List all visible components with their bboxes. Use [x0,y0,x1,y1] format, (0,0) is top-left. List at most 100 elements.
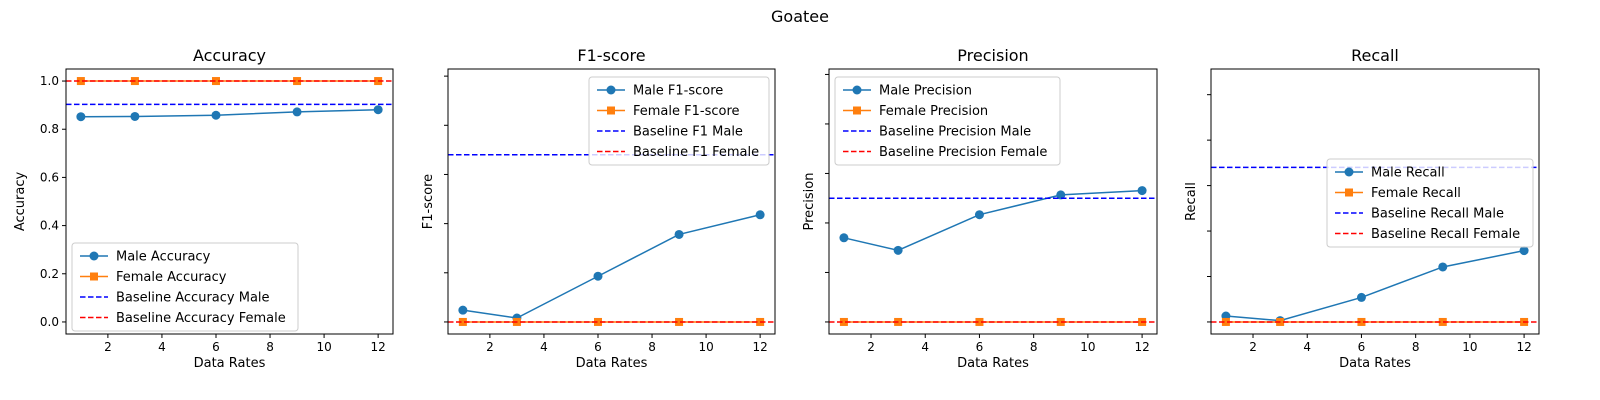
legend-box [71,242,299,332]
legend: Male F1-score Female F1-score Baseline F1 … [588,76,770,166]
data-point [76,112,86,122]
series-male [1221,246,1529,326]
axes-frame [65,68,394,335]
legend-marker [606,85,616,95]
data-point [675,317,684,326]
data-point [674,229,684,239]
x-axis-label: Data Rates [1339,356,1411,371]
legend-item: Baseline F1 Female [597,145,759,160]
x-tick-label: 8 [1030,340,1038,354]
legend-item: Baseline Recall Female [1335,227,1520,242]
legend: Male Accuracy Female Accuracy Baseline Acc… [71,242,299,332]
legend-box [834,76,1061,166]
data-point [974,210,984,220]
data-point [1519,246,1529,256]
x-tick-label: 8 [266,340,274,354]
legend-item: Baseline Precision Female [843,145,1047,160]
data-point [76,77,85,86]
data-point [1137,186,1147,196]
legend-label: Baseline Accuracy Male [116,291,270,306]
legend-label: Male Precision [879,84,972,99]
legend-label: Female Precision [879,104,988,119]
data-point [458,317,467,326]
legend-marker [853,106,861,115]
data-point [975,317,984,326]
series-male [458,210,765,323]
series-line [1225,249,1525,322]
legend-box [1326,158,1534,248]
plot-area [829,186,1157,326]
x-tick-label: 2 [104,340,112,354]
x-tick-label: 6 [212,340,220,354]
x-tick-label: 10 [1080,340,1095,354]
y-axis-label: Recall [1184,182,1199,221]
legend-label: Baseline Recall Male [1371,207,1504,222]
legend-item: Baseline Accuracy Female [80,311,286,326]
chart-title: Accuracy [193,46,266,65]
legend-marker [852,85,862,95]
y-tick-label: 0.4 [40,219,59,233]
data-point [1438,317,1447,326]
data-point [211,77,220,86]
y-axis-label: Precision [802,172,817,230]
legend-marker [89,251,99,261]
data-point [1356,292,1366,302]
legend-item: Female Recall [1335,186,1461,201]
x-tick-label: 4 [540,340,548,354]
chart-panel-2: F1-score 2 4 6 8 10 12 Data Rates F1-score Male F… [421,46,776,371]
legend-label: Baseline Accuracy Female [116,311,286,326]
x-tick-label: 6 [1358,340,1366,354]
chart-title: Precision [957,46,1028,65]
legend-label: Baseline Precision Male [879,125,1031,140]
y-axis-label: Accuracy [13,172,28,232]
chart-title: F1-score [577,46,645,65]
chart-panels: Accuracy 2 4 6 8 10 12 0.0 0.2 0.4 0.6 0.8 1.0 Data R… [13,46,1540,371]
x-tick-label: 2 [1249,340,1257,354]
axes-frame [1210,68,1540,335]
axes-frame [447,68,776,335]
series-line [462,214,761,319]
series-male [76,105,383,122]
data-point [292,107,302,117]
x-tick-label: 4 [1303,340,1311,354]
data-point [1438,262,1448,272]
data-point [1221,317,1230,326]
x-tick-label: 10 [1462,340,1477,354]
legend-label: Baseline Recall Female [1371,227,1520,242]
x-axis-label: Data Rates [576,356,648,371]
axes-frame [828,68,1158,335]
x-tick-label: 12 [752,340,767,354]
plot-area [448,154,775,326]
chart-panel-4: Recall 2 4 6 8 10 12 Data Rates Recall Male Recal… [1184,46,1540,371]
chart-panel-3: Precision 2 4 6 8 10 12 Data Rates Precision Male… [802,46,1158,371]
legend-item: Male F1-score [597,84,723,99]
chart-panel-1: Accuracy 2 4 6 8 10 12 0.0 0.2 0.4 0.6 0.8 1.0 Data R… [13,46,394,371]
data-point [839,233,849,243]
legend-item: Baseline Accuracy Male [80,291,270,306]
legend-label: Baseline F1 Female [633,145,759,160]
legend-box [588,76,770,166]
data-point [593,317,602,326]
x-tick-label: 12 [1134,340,1149,354]
legend-label: Baseline F1 Male [633,125,743,140]
data-point [1357,317,1366,326]
y-axis-label: F1-score [421,174,436,229]
data-point [293,77,302,86]
x-tick-label: 12 [370,340,385,354]
x-tick-label: 2 [867,340,875,354]
legend-label: Male Accuracy [116,250,211,265]
legend-marker [1345,188,1353,197]
legend-item: Baseline Recall Male [1335,207,1504,222]
x-tick-label: 2 [486,340,494,354]
legend-item: Male Recall [1335,166,1445,181]
x-tick-label: 8 [648,340,656,354]
x-tick-label: 10 [316,340,331,354]
data-point [593,271,603,281]
legend-label: Baseline Precision Female [879,145,1047,160]
data-point [130,111,140,121]
y-tick-label: 0.6 [40,170,59,184]
legend-item: Baseline F1 Male [597,125,743,140]
data-point [211,110,221,120]
legend-item: Baseline Precision Male [843,125,1031,140]
x-tick-label: 4 [921,340,929,354]
